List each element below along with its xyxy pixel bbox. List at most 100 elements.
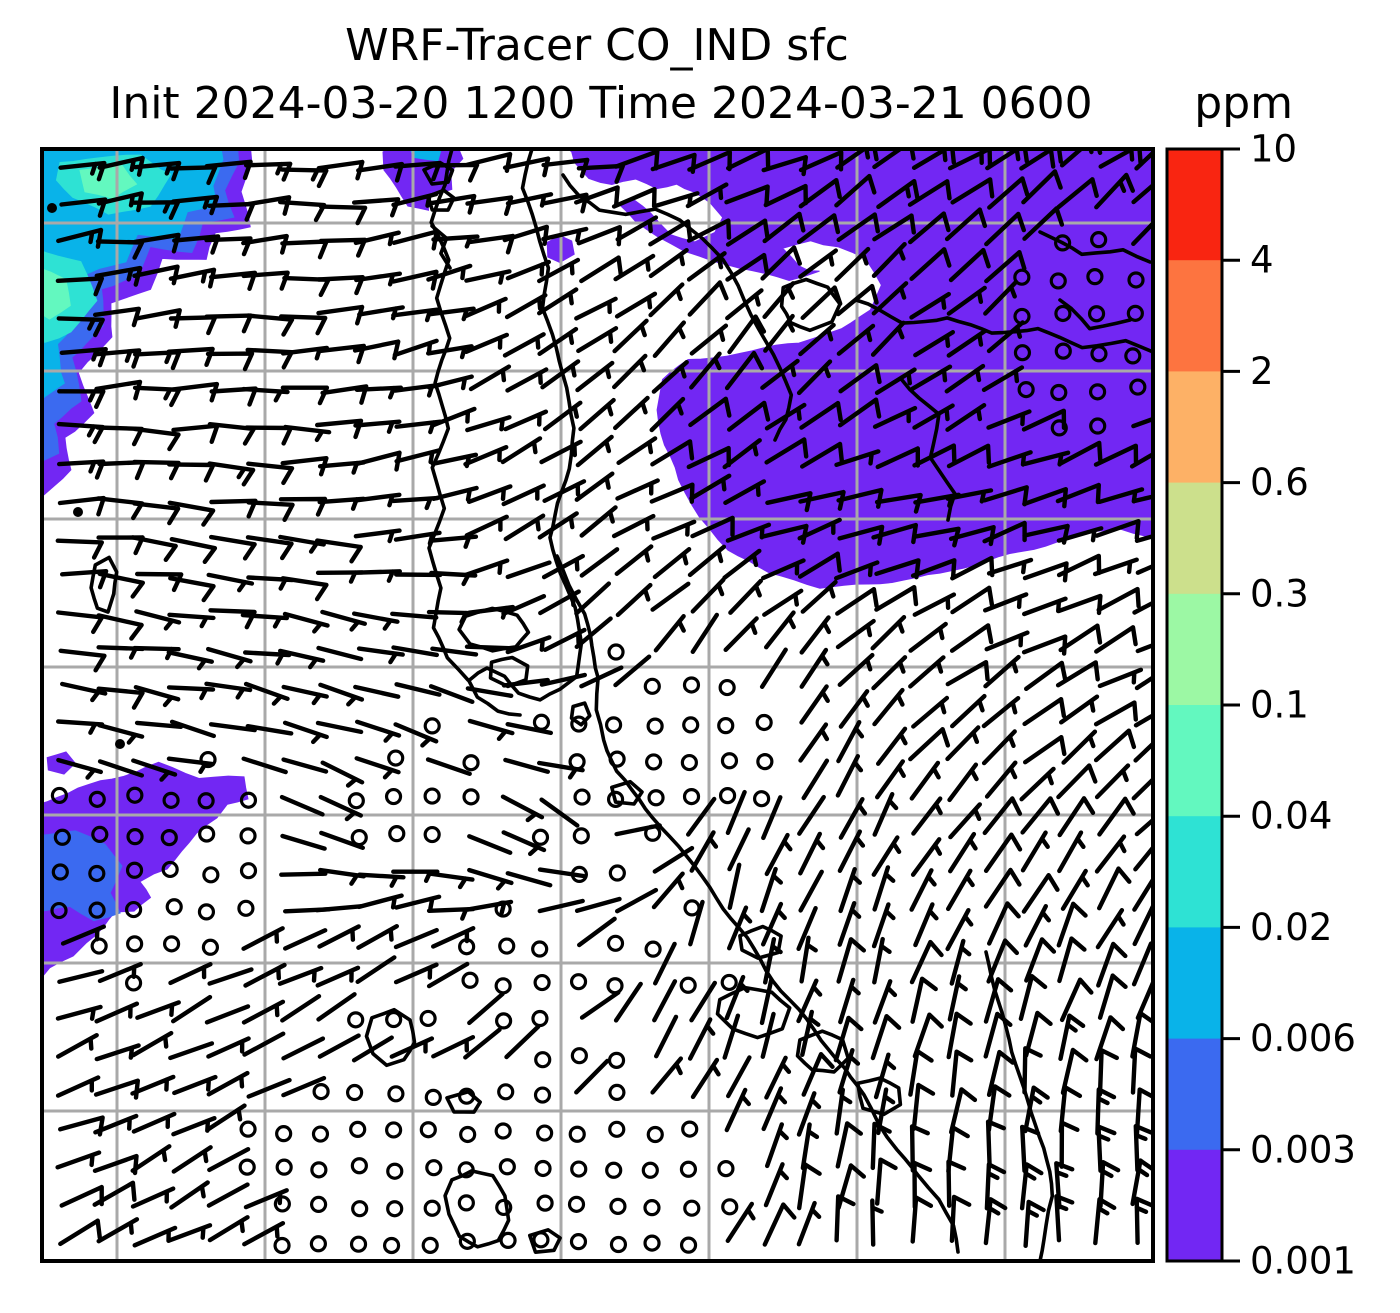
wind-barb xyxy=(689,351,722,390)
wind-barb xyxy=(351,1035,394,1063)
colorbar-tick-label: 0.3 xyxy=(1250,572,1309,615)
wind-barb xyxy=(948,802,982,840)
wind-barb xyxy=(465,415,512,433)
wind-barb xyxy=(246,500,295,522)
colorbar-tick-label: 0.02 xyxy=(1250,906,1332,949)
wind-barb xyxy=(537,257,581,284)
wind-barb xyxy=(1134,674,1153,691)
calm-wind-circle xyxy=(275,1125,293,1143)
colorbar-segment xyxy=(1167,371,1222,484)
wind-barb xyxy=(837,1048,861,1095)
calm-wind-circle xyxy=(645,753,663,771)
wind-barb xyxy=(204,681,253,700)
wind-barb xyxy=(949,1194,972,1243)
calm-wind-circle xyxy=(88,901,106,919)
calm-wind-circle xyxy=(531,940,549,958)
wind-barb xyxy=(908,621,948,653)
wind-barb xyxy=(1018,974,1048,1021)
wind-barb xyxy=(1057,796,1096,838)
wind-barb xyxy=(764,1055,792,1100)
wind-barb xyxy=(871,281,909,316)
calm-wind-circle xyxy=(462,788,480,806)
wind-barb xyxy=(986,409,1032,430)
calm-wind-circle xyxy=(386,1200,404,1218)
calm-wind-circle xyxy=(607,1051,626,1069)
wind-barb xyxy=(834,560,880,581)
wind-barb xyxy=(575,360,615,393)
wind-barb xyxy=(318,204,368,226)
wind-barb xyxy=(911,695,950,729)
wind-barb xyxy=(425,757,472,776)
wind-barb xyxy=(613,253,656,282)
calm-wind-circle xyxy=(462,754,480,772)
wind-barb xyxy=(354,385,404,400)
calm-wind-circle xyxy=(606,790,625,808)
wind-barb xyxy=(651,519,697,541)
wind-barb xyxy=(949,1087,978,1135)
wind-barb xyxy=(391,645,439,658)
calm-wind-circle xyxy=(1054,304,1072,323)
wind-barb xyxy=(206,646,253,670)
calm-wind-circle xyxy=(608,1083,626,1102)
wind-barb xyxy=(426,961,470,989)
wind-barb xyxy=(1024,937,1057,983)
wind-barb xyxy=(724,1087,751,1133)
wind-barb xyxy=(1131,220,1153,246)
calm-wind-circle xyxy=(570,1047,588,1065)
wind-barb xyxy=(945,488,994,504)
wind-barb xyxy=(206,572,255,593)
wind-barb xyxy=(651,871,685,910)
wind-barb xyxy=(1057,936,1087,984)
calm-wind-circle xyxy=(273,1236,291,1255)
wind-barb xyxy=(725,218,770,247)
wind-barb xyxy=(278,648,326,670)
wind-barb xyxy=(241,999,286,1025)
calm-wind-circle xyxy=(1049,272,1067,290)
wind-barb xyxy=(987,176,1030,210)
wind-barb xyxy=(834,246,871,282)
wind-barb xyxy=(353,684,401,699)
wind-barb xyxy=(1061,729,1098,765)
calm-wind-circle xyxy=(646,717,664,735)
wind-barb xyxy=(542,400,583,432)
wind-barb xyxy=(93,1078,140,1100)
calm-wind-circle xyxy=(682,676,701,694)
calm-wind-circle xyxy=(351,1200,369,1218)
calm-wind-circle xyxy=(608,750,626,768)
coastline-island-top-2 xyxy=(426,188,456,212)
wind-barb xyxy=(874,585,919,612)
calm-wind-circle xyxy=(458,938,476,956)
wind-barb xyxy=(724,184,770,206)
wind-barb xyxy=(245,724,294,736)
wind-barb xyxy=(947,762,979,803)
calm-wind-circle xyxy=(50,901,68,920)
calm-wind-circle xyxy=(569,1233,588,1251)
calm-wind-circle xyxy=(498,1158,516,1176)
wind-barb xyxy=(689,830,719,873)
wind-barb xyxy=(947,974,968,1022)
wind-barb xyxy=(241,270,290,291)
calm-wind-circle xyxy=(309,1235,327,1253)
wind-barb xyxy=(1059,694,1100,725)
wind-barb xyxy=(542,479,587,503)
wind-barb xyxy=(874,367,917,395)
wind-barb xyxy=(648,248,689,279)
calm-wind-circle xyxy=(310,1161,328,1179)
wind-barb xyxy=(833,1015,864,1063)
calm-wind-circle xyxy=(536,1194,554,1212)
wind-barb xyxy=(168,1041,215,1061)
wind-barb xyxy=(797,551,842,579)
wind-barb xyxy=(541,226,589,243)
wind-barb xyxy=(950,1049,974,1098)
wind-barb xyxy=(763,313,795,353)
wind-barb xyxy=(503,757,550,774)
wind-barb xyxy=(537,326,579,356)
wind-barb xyxy=(391,191,439,208)
calm-wind-circle xyxy=(569,973,588,991)
wind-barb xyxy=(909,364,953,392)
wind-barb xyxy=(1092,557,1139,577)
wind-barb xyxy=(574,616,613,649)
wind-barb xyxy=(318,682,365,707)
wind-barb xyxy=(206,1036,251,1059)
wind-barb xyxy=(764,437,809,465)
